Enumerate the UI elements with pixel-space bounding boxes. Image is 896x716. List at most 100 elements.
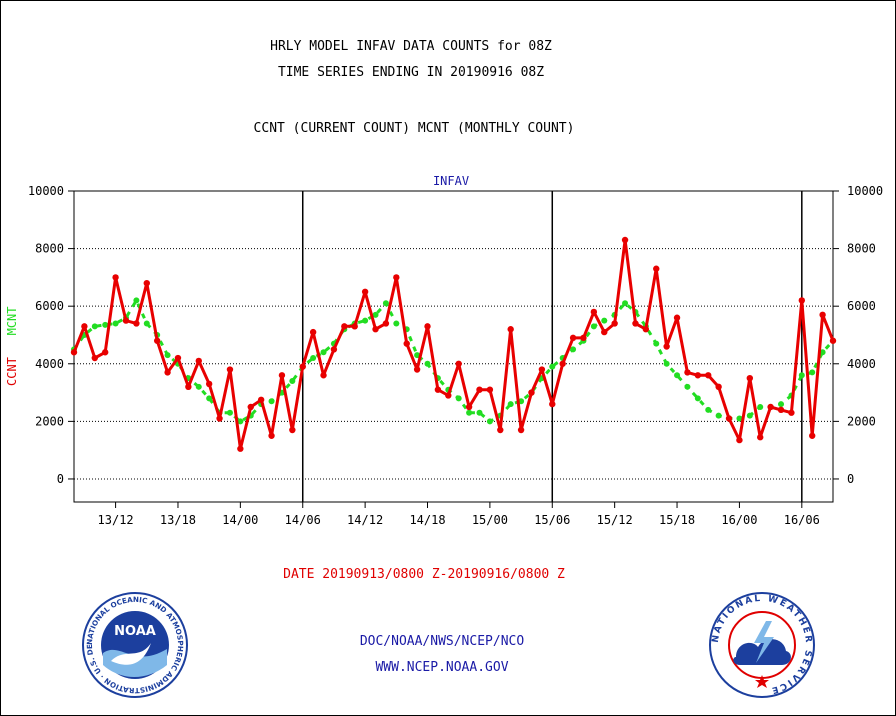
- point-mcnt-19: [268, 398, 275, 405]
- x-tick-label-2: 14/00: [222, 513, 258, 527]
- y-tick-label-left-0: 0: [57, 472, 64, 486]
- point-ccnt-24: [320, 372, 327, 379]
- footer-link-doc[interactable]: DOC/NOAA/NWS/NCEP/NCO: [359, 634, 525, 649]
- x-tick-label-9: 15/18: [659, 513, 695, 527]
- point-ccnt-68: [777, 406, 785, 414]
- x-tick-label-3: 14/06: [285, 513, 321, 527]
- point-ccnt-11: [185, 383, 192, 391]
- point-ccnt-16: [237, 445, 244, 452]
- y-axis-label: CCNT MCNT: [5, 306, 19, 386]
- chart-subtitle: CCNT (CURRENT COUNT) MCNT (MONTHLY COUNT…: [253, 121, 575, 136]
- point-ccnt-14: [216, 415, 223, 422]
- point-ccnt-17: [247, 403, 254, 411]
- point-ccnt-70: [798, 297, 806, 304]
- y-tick-label-right-1: 2000: [847, 414, 876, 428]
- y-tick-label-left-5: 10000: [28, 184, 64, 198]
- point-ccnt-32: [403, 340, 410, 347]
- point-ccnt-50: [590, 308, 598, 316]
- point-ccnt-52: [611, 320, 618, 327]
- point-mcnt-15: [226, 409, 233, 416]
- point-mcnt-30: [382, 300, 389, 307]
- point-mcnt-13: [206, 395, 213, 402]
- point-ccnt-37: [455, 360, 462, 367]
- point-mcnt-61: [705, 406, 712, 413]
- point-ccnt-21: [289, 426, 296, 434]
- point-ccnt-48: [569, 334, 577, 342]
- point-mcnt-31: [393, 320, 400, 327]
- point-mcnt-58: [674, 372, 681, 379]
- point-ccnt-69: [788, 409, 795, 416]
- point-ccnt-60: [694, 372, 702, 379]
- x-tick-label-6: 15/00: [472, 513, 508, 527]
- point-ccnt-47: [559, 360, 566, 367]
- point-ccnt-63: [725, 415, 733, 422]
- y-tick-label-left-2: 4000: [35, 357, 64, 371]
- point-ccnt-54: [632, 320, 639, 327]
- noaa-logo[interactable]: NATIONAL OCEANIC AND ATMOSPHERIC ADMINIS…: [77, 584, 189, 699]
- point-mcnt-62: [715, 412, 722, 419]
- nws-logo[interactable]: NATIONAL WEATHER SERVICE: [708, 591, 816, 699]
- y-tick-label-left-4: 8000: [35, 242, 64, 256]
- point-ccnt-20: [278, 372, 286, 379]
- point-ccnt-42: [507, 326, 514, 333]
- point-ccnt-5: [122, 317, 130, 324]
- point-ccnt-71: [809, 432, 816, 439]
- point-ccnt-3: [101, 349, 109, 356]
- point-ccnt-13: [205, 380, 213, 388]
- point-ccnt-31: [393, 274, 400, 281]
- point-mcnt-28: [362, 317, 369, 324]
- point-mcnt-53: [622, 300, 629, 307]
- point-mcnt-16: [237, 418, 244, 425]
- y-tick-label-left-3: 6000: [35, 299, 64, 313]
- point-mcnt-70: [798, 372, 805, 379]
- point-ccnt-33: [413, 366, 421, 373]
- point-ccnt-27: [351, 323, 358, 330]
- point-ccnt-36: [445, 392, 452, 399]
- point-ccnt-6: [133, 320, 140, 327]
- x-tick-label-5: 14/18: [409, 513, 445, 527]
- point-ccnt-41: [497, 426, 504, 434]
- plot-frame: [73, 190, 834, 503]
- point-ccnt-43: [517, 426, 525, 434]
- point-ccnt-12: [195, 357, 202, 365]
- point-mcnt-48: [570, 346, 577, 353]
- point-ccnt-35: [434, 386, 442, 393]
- point-mcnt-72: [819, 349, 826, 356]
- point-mcnt-39: [476, 409, 483, 416]
- point-ccnt-38: [465, 403, 473, 411]
- point-mcnt-2: [91, 323, 98, 330]
- x-tick-label-1: 13/18: [160, 513, 196, 527]
- point-mcnt-38: [466, 409, 473, 416]
- point-mcnt-64: [736, 415, 743, 422]
- point-mcnt-66: [757, 403, 764, 410]
- x-tick-label-11: 16/06: [784, 513, 820, 527]
- point-mcnt-59: [684, 383, 691, 390]
- point-mcnt-71: [809, 369, 816, 376]
- x-tick-label-10: 16/00: [721, 513, 757, 527]
- x-tick-label-8: 15/12: [597, 513, 633, 527]
- point-ccnt-57: [663, 343, 670, 350]
- chart-title: INFAV: [432, 174, 470, 188]
- noaa-logo-icon: NATIONAL OCEANIC AND ATMOSPHERIC ADMINIS…: [77, 584, 188, 698]
- point-mcnt-24: [320, 349, 327, 356]
- y-axis-label-mcnt: MCNT: [5, 306, 19, 336]
- point-ccnt-53: [621, 236, 629, 244]
- point-ccnt-2: [91, 354, 98, 362]
- point-ccnt-59: [684, 369, 691, 376]
- x-tick-label-7: 15/06: [534, 513, 570, 527]
- point-mcnt-68: [778, 401, 785, 408]
- point-ccnt-61: [705, 372, 712, 379]
- point-ccnt-49: [580, 334, 587, 342]
- point-mcnt-56: [653, 340, 660, 347]
- point-ccnt-22: [299, 363, 306, 370]
- y-tick-label-left-1: 2000: [35, 414, 64, 428]
- point-ccnt-15: [226, 366, 234, 373]
- point-ccnt-66: [757, 434, 764, 441]
- footer-link-website[interactable]: WWW.NCEP.NOAA.GOV: [375, 660, 509, 675]
- point-ccnt-25: [330, 346, 338, 353]
- point-ccnt-62: [715, 383, 722, 391]
- point-ccnt-45: [538, 366, 546, 373]
- y-axis-label-ccnt: CCNT: [5, 357, 19, 386]
- point-mcnt-29: [372, 311, 379, 318]
